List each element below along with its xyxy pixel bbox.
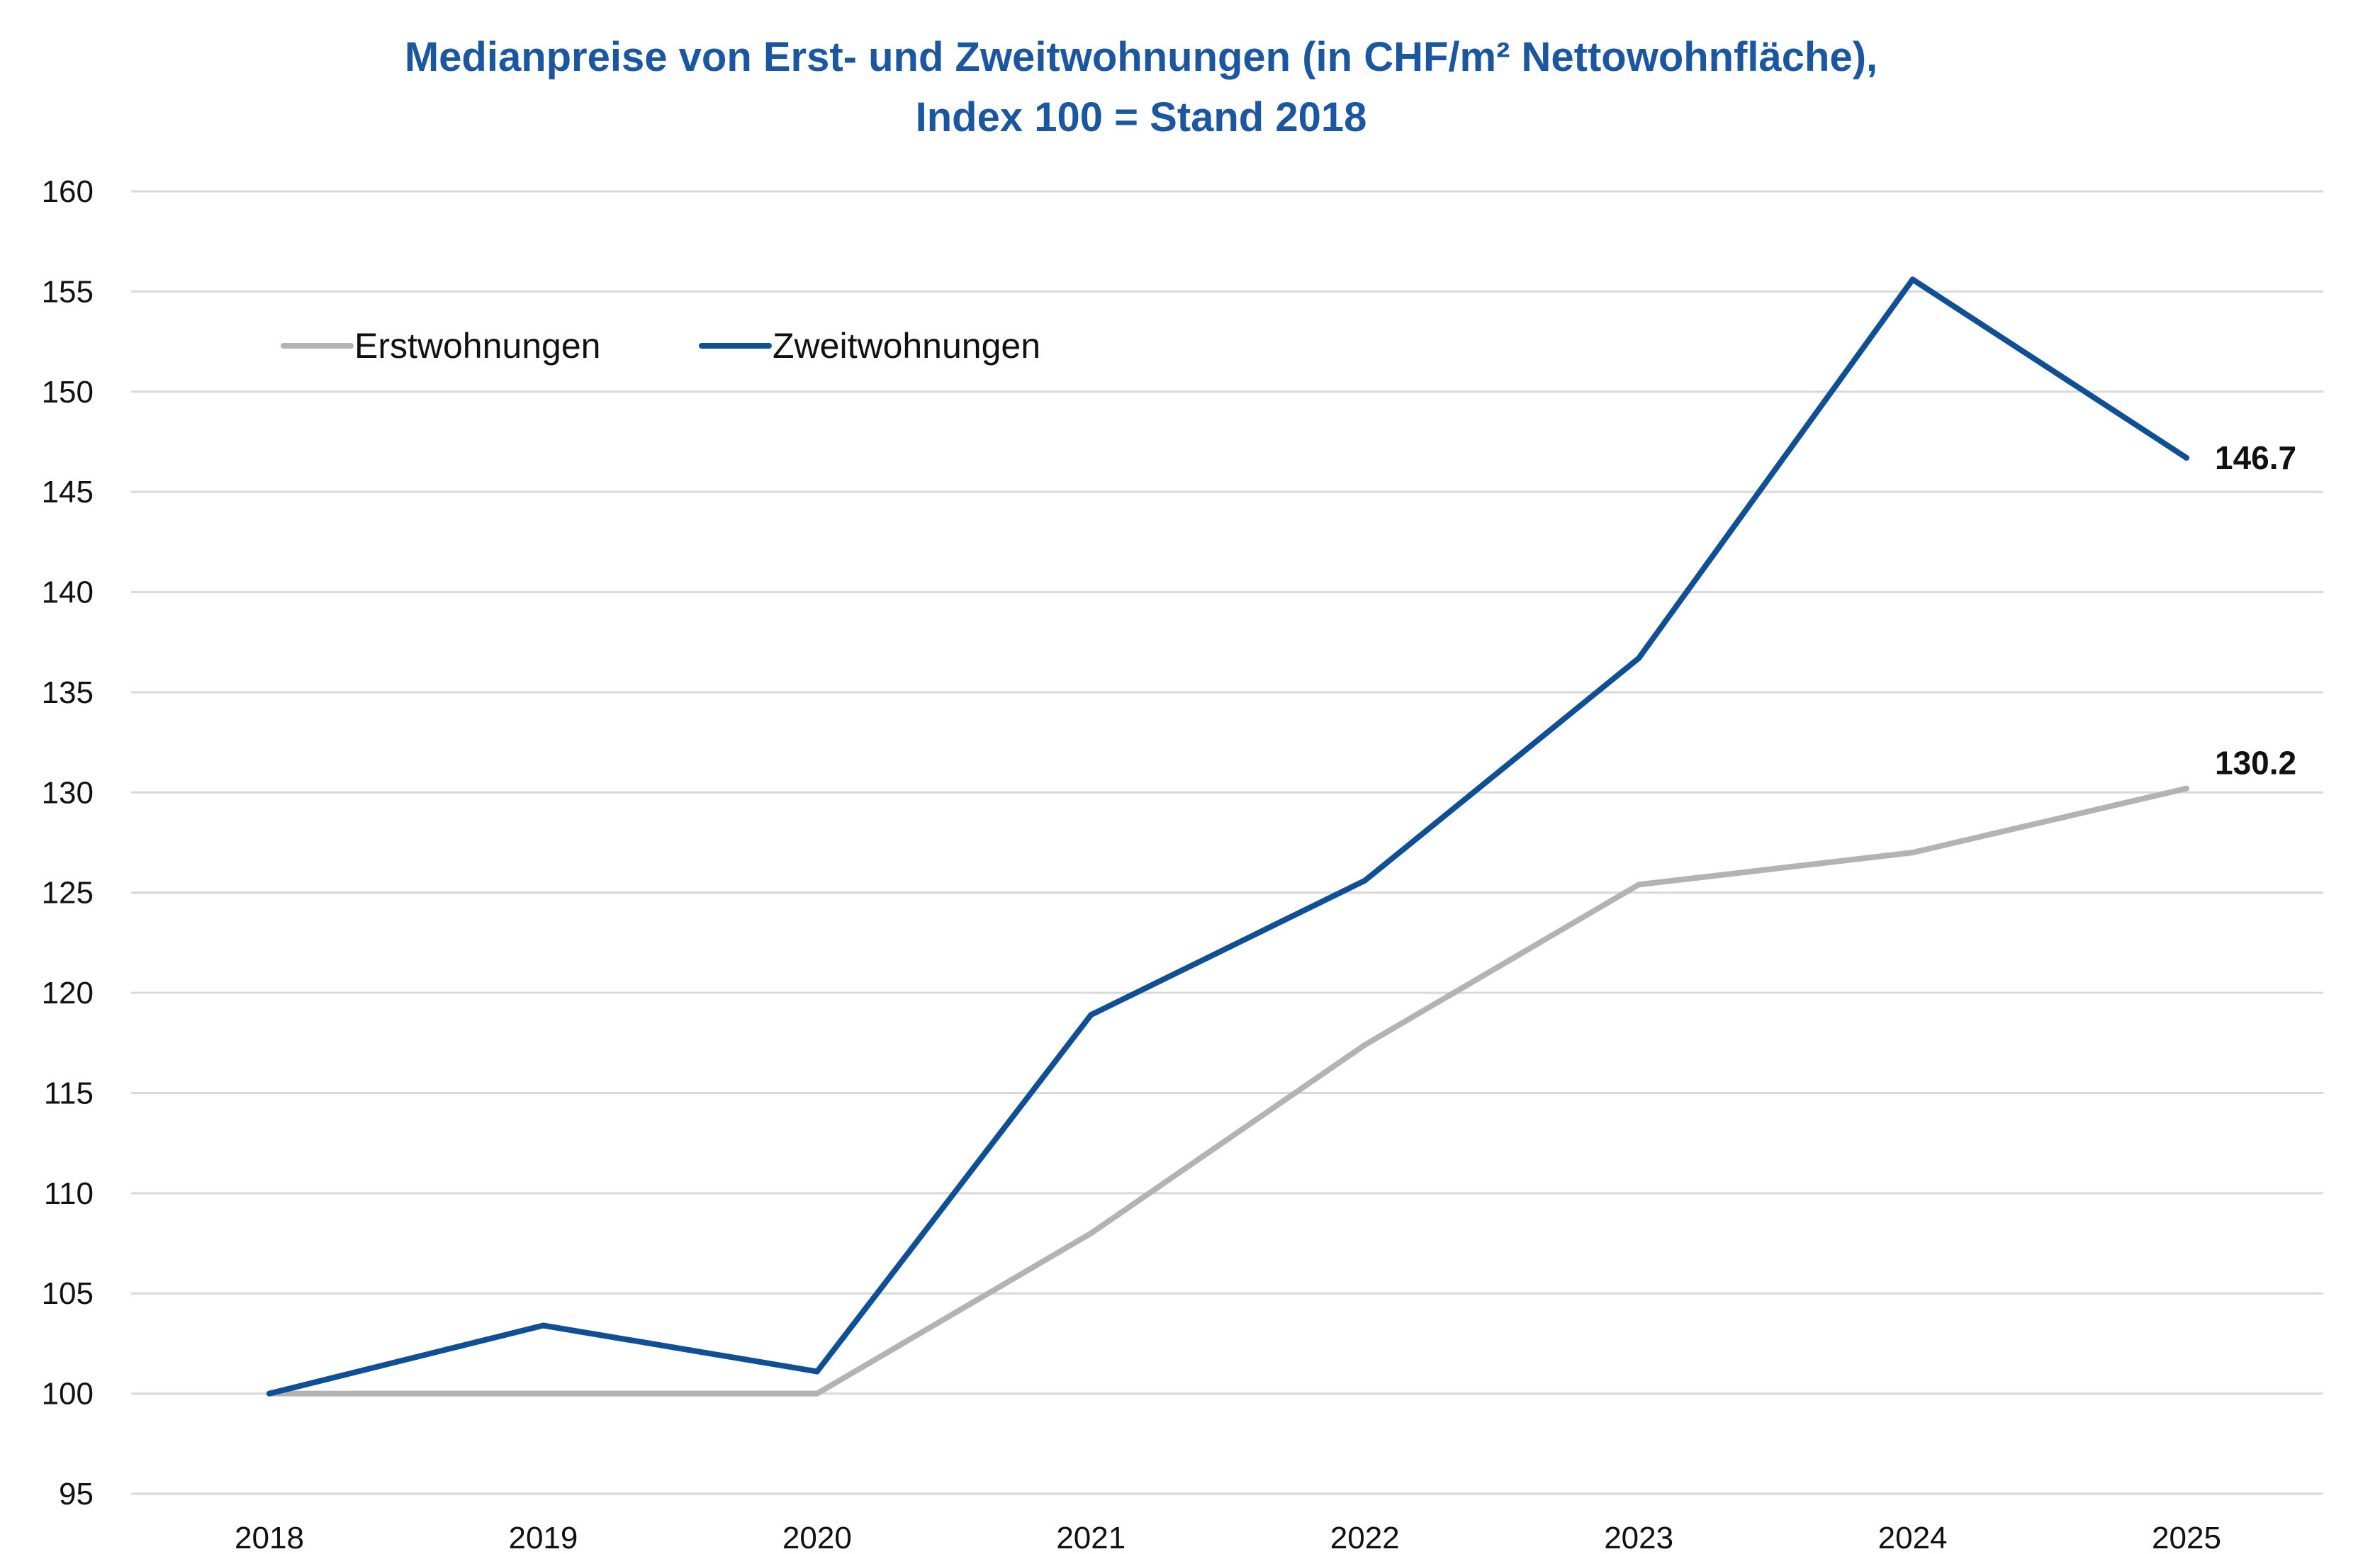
data-labels: 130.2 146.7 [2215, 439, 2296, 782]
y-tick-label: 160 [42, 174, 94, 209]
data-point [1636, 882, 1642, 888]
x-tick-label: 2018 [235, 1521, 304, 1554]
y-tick-label: 145 [42, 475, 94, 509]
data-point [266, 1390, 272, 1397]
data-point [1909, 850, 1916, 856]
y-tick-label: 140 [42, 575, 94, 610]
data-point [2184, 455, 2189, 461]
y-tick-label: 95 [59, 1477, 94, 1511]
data-point [2184, 785, 2189, 792]
y-tick-label: 135 [42, 675, 94, 710]
y-tick-label: 110 [44, 1176, 94, 1211]
x-axis-tick-labels: 2018 2019 2020 2021 2022 2023 2024 2025 [235, 1521, 2221, 1554]
x-tick-label: 2023 [1604, 1521, 1673, 1554]
y-tick-label: 120 [42, 976, 94, 1010]
y-tick-label: 130 [42, 775, 94, 810]
y-tick-label: 155 [42, 274, 94, 309]
y-axis-tick-labels: 95 100 105 110 115 120 125 130 135 140 145 150 155 16… [42, 174, 94, 1511]
data-point [1088, 1012, 1094, 1018]
x-tick-label: 2024 [1878, 1521, 1948, 1554]
end-value-label: 146.7 [2215, 439, 2296, 476]
series-lines [266, 276, 2189, 1397]
y-tick-label: 115 [44, 1076, 94, 1110]
data-point [814, 1390, 820, 1397]
series-line-erstwohnungen [266, 785, 2189, 1397]
legend-label: Erstwohnungen [354, 326, 600, 366]
data-point [540, 1390, 546, 1397]
y-tick-label: 150 [42, 375, 94, 410]
x-tick-label: 2022 [1330, 1521, 1400, 1554]
data-point [1088, 1230, 1094, 1237]
data-point [1362, 1042, 1368, 1048]
chart-title-line-2: Index 100 = Stand 2018 [916, 94, 1367, 140]
legend-label: Zweitwohnungen [773, 326, 1040, 366]
chart-title-line-1: Medianpreise von Erst- und Zweitwohnunge… [405, 34, 1877, 80]
x-tick-label: 2019 [508, 1521, 578, 1554]
x-tick-label: 2025 [2152, 1521, 2221, 1554]
data-point [1636, 655, 1642, 661]
y-tick-label: 100 [42, 1377, 94, 1412]
legend: Erstwohnungen Zweitwohnungen [281, 326, 1040, 366]
x-tick-label: 2020 [782, 1521, 852, 1554]
y-tick-label: 105 [42, 1276, 94, 1311]
gridlines [131, 190, 2323, 1495]
end-value-label: 130.2 [2215, 745, 2296, 782]
data-point [540, 1322, 546, 1329]
series-line-zweitwohnungen [266, 276, 2189, 1397]
y-tick-label: 125 [42, 876, 94, 911]
data-point [814, 1368, 820, 1375]
data-point [1362, 877, 1368, 884]
data-point [1909, 276, 1916, 283]
x-tick-label: 2021 [1056, 1521, 1126, 1554]
